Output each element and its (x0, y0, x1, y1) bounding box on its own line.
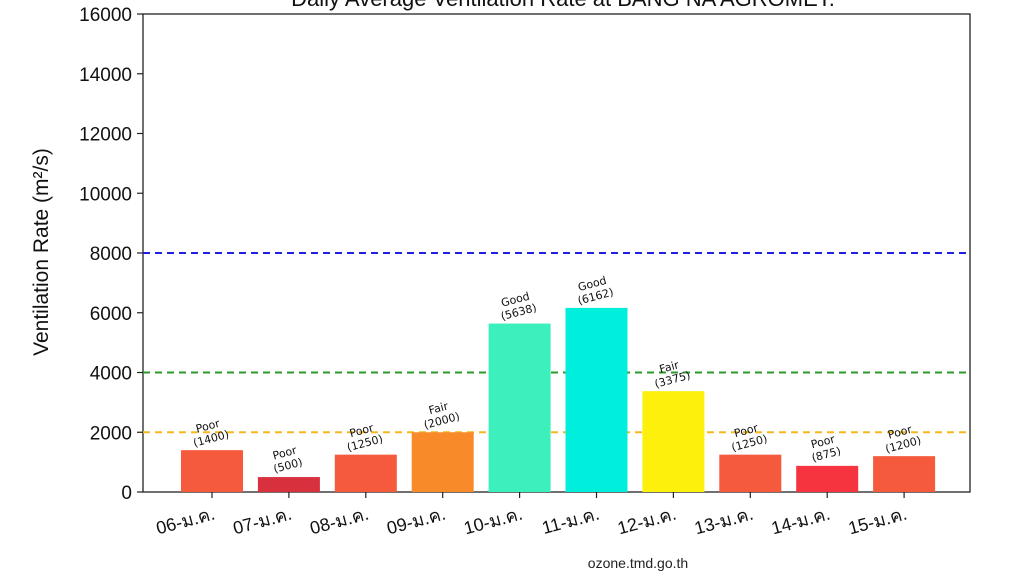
bar (257, 477, 320, 492)
bar-annotation: Poor(1200) (884, 423, 923, 456)
bar-rating-label: Poor (348, 421, 375, 440)
x-tick-label: 10-ม.ค. (462, 504, 525, 539)
bar-annotation: Poor(500) (271, 444, 304, 476)
bar-annotation: Fair(2000) (422, 399, 461, 432)
bar (873, 456, 936, 492)
y-tick-label: 6000 (90, 304, 132, 325)
bar-rating-label: Poor (810, 432, 837, 451)
x-tick-label: 14-ม.ค. (769, 504, 832, 539)
bar (334, 454, 397, 492)
bar (642, 391, 705, 492)
y-axis-title: Ventilation Rate (m²/s) (30, 148, 53, 356)
bar-annotation: Poor(1250) (730, 421, 769, 454)
bar-rating-label: Poor (194, 417, 221, 436)
x-tick-label: 08-ม.ค. (308, 504, 371, 539)
x-tick-label: 15-ม.ค. (846, 504, 909, 539)
y-tick-label: 8000 (90, 244, 132, 265)
bars (181, 307, 936, 492)
bar-rating-label: Fair (658, 358, 681, 376)
x-tick-label: 06-ม.ค. (154, 504, 217, 539)
x-tick-label: 13-ม.ค. (692, 504, 755, 539)
bar-rating-label: Poor (733, 421, 760, 440)
x-tick-label: 12-ม.ค. (615, 504, 678, 539)
y-tick-label: 2000 (90, 423, 132, 444)
bar-rating-label: Poor (886, 423, 913, 442)
bar-value-label: (3375) (653, 369, 692, 391)
y-tick-label: 0 (121, 483, 132, 504)
x-tick-label: 07-ม.ค. (231, 504, 294, 539)
x-tick-label: 09-ม.ค. (385, 504, 448, 539)
bar-value-label: (2000) (422, 410, 461, 432)
bar (181, 450, 243, 492)
bar-annotation: Fair(3375) (653, 358, 692, 391)
bar-annotation: Poor(1250) (346, 421, 385, 454)
y-tick-label: 14000 (79, 65, 132, 86)
bar-annotation: Good(6162) (576, 274, 615, 308)
reference-lines (143, 252, 970, 434)
bar (411, 432, 474, 492)
chart-title: Daily Average Ventilation Rate at BANG N… (291, 0, 835, 11)
bar-labels: Poor(1400)Poor(500)Poor(1250)Fair(2000)G… (192, 274, 923, 476)
y-tick-label: 16000 (79, 5, 132, 26)
bar-annotation: Poor(875) (810, 432, 843, 464)
bar (796, 465, 859, 492)
y-tick-label: 12000 (79, 125, 132, 146)
bar (565, 307, 628, 492)
bar-annotation: Good(5638) (499, 290, 538, 324)
source-credit: ozone.tmd.go.th (588, 555, 688, 571)
bar (488, 323, 551, 492)
bar (719, 454, 782, 492)
y-tick-label: 4000 (90, 364, 132, 385)
x-tick-label: 11-ม.ค. (540, 504, 602, 538)
bar-rating-label: Fair (427, 399, 450, 417)
y-tick-label: 10000 (79, 184, 132, 205)
bar-rating-label: Poor (271, 444, 298, 463)
